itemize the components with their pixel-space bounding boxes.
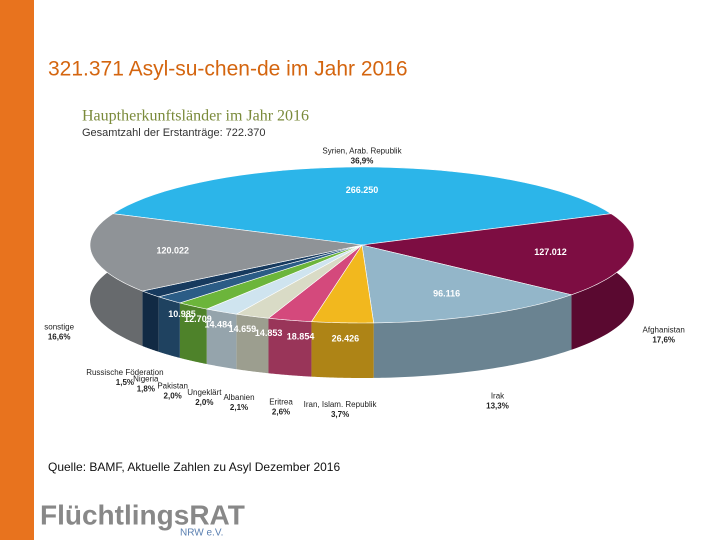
value-label: 120.022 xyxy=(156,245,189,255)
slice-side xyxy=(179,302,207,365)
side-bar xyxy=(0,0,34,540)
category-label: Nigeria xyxy=(133,375,159,384)
slice xyxy=(178,244,363,310)
slice xyxy=(361,213,635,296)
slice xyxy=(111,166,613,246)
chart-title: Hauptherkunftsländer im Jahr 2016 xyxy=(82,108,309,125)
value-label: 127.012 xyxy=(534,247,567,257)
category-label: Eritrea xyxy=(269,397,293,406)
slide-title: 321.371 Asyl-su-chen-de im Jahr 2016 xyxy=(48,58,408,81)
slice-side xyxy=(236,314,269,374)
percent-label: 3,7% xyxy=(331,410,349,419)
slice xyxy=(267,244,363,322)
slice xyxy=(235,244,363,319)
value-label: 96.116 xyxy=(433,288,460,298)
percent-label: 36,9% xyxy=(351,157,374,166)
percent-label: 2,1% xyxy=(230,403,248,412)
slice-side xyxy=(311,321,374,378)
category-label: Iran, Islam. Republik xyxy=(304,400,378,409)
percent-label: 1,5% xyxy=(116,378,134,387)
category-label: Russische Föderation xyxy=(86,368,163,377)
category-label: sonstige xyxy=(44,323,74,332)
percent-label: 2,6% xyxy=(272,407,290,416)
value-label: 14.853 xyxy=(255,328,283,338)
category-label: Albanien xyxy=(223,393,254,402)
source: Quelle: BAMF, Aktuelle Zahlen zu Asyl De… xyxy=(48,460,340,474)
value-label: 18.854 xyxy=(287,331,315,341)
category-label: Afghanistan xyxy=(643,325,685,334)
slice xyxy=(361,244,573,324)
logo-sub: NRW e.V. xyxy=(180,528,223,539)
value-label: 10.985 xyxy=(168,309,196,319)
slice xyxy=(141,244,363,298)
chart-subtitle: Gesamtzahl der Erstanträge: 722.370 xyxy=(82,127,265,139)
category-label: Syrien, Arab. Republik xyxy=(322,147,402,156)
slice-side xyxy=(373,294,572,378)
logo: FlüchtlingsRAT xyxy=(40,499,245,530)
slice xyxy=(205,244,363,315)
value-label: 14.484 xyxy=(205,319,233,329)
value-label: 12.709 xyxy=(184,314,212,324)
category-label: Ungeklärt xyxy=(187,388,222,397)
slice-side xyxy=(206,309,237,370)
percent-label: 13,3% xyxy=(486,401,509,410)
value-label: 14.659 xyxy=(229,324,257,334)
percent-label: 1,8% xyxy=(137,385,155,394)
slice-side xyxy=(158,296,180,358)
percent-label: 16,6% xyxy=(48,333,71,342)
slice xyxy=(157,244,363,304)
category-label: Irak xyxy=(491,391,505,400)
category-label: Pakistan xyxy=(157,382,188,391)
percent-label: 2,0% xyxy=(195,398,213,407)
percent-label: 17,6% xyxy=(652,335,675,344)
slice xyxy=(89,213,363,292)
slice xyxy=(310,244,375,324)
slice-side xyxy=(142,291,159,352)
slice-side xyxy=(268,318,312,377)
percent-label: 2,0% xyxy=(164,392,182,401)
value-label: 266.250 xyxy=(346,185,379,195)
value-label: 26.426 xyxy=(332,334,360,344)
